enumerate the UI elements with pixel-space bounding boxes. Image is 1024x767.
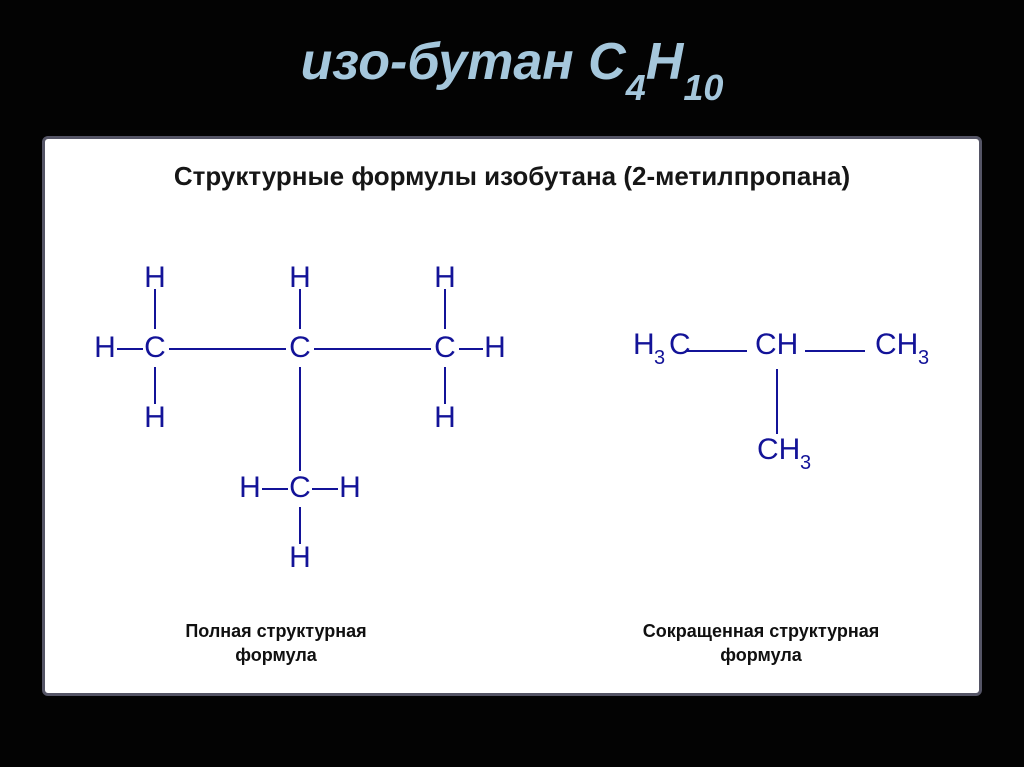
svg-text:H: H xyxy=(289,261,311,294)
svg-text:C: C xyxy=(434,331,456,364)
svg-text:H: H xyxy=(434,401,456,434)
svg-text:H: H xyxy=(94,331,116,364)
content-panel: Структурные формулы изобутана (2-метилпр… xyxy=(42,136,982,696)
caption-full-structure: Полная структурная формула xyxy=(131,619,421,668)
svg-text:C: C xyxy=(669,328,691,361)
svg-text:H: H xyxy=(239,471,261,504)
caption-full-line1: Полная структурная xyxy=(185,621,366,641)
title-sub-b: 10 xyxy=(683,67,723,108)
structural-formulas-svg: HCHHHCHCHHHCHHH3CCHCH3CH3 xyxy=(65,209,965,609)
svg-text:CH: CH xyxy=(757,433,800,466)
svg-text:H: H xyxy=(633,328,655,361)
caption-right-line2: формула xyxy=(720,645,802,665)
svg-text:C: C xyxy=(289,331,311,364)
panel-heading: Структурные формулы изобутана (2-метилпр… xyxy=(45,161,979,192)
svg-text:3: 3 xyxy=(654,347,665,369)
svg-text:H: H xyxy=(144,401,166,434)
svg-text:H: H xyxy=(289,541,311,574)
svg-text:3: 3 xyxy=(800,452,811,474)
svg-text:H: H xyxy=(484,331,506,364)
caption-right-line1: Сокращенная структурная xyxy=(643,621,880,641)
svg-text:H: H xyxy=(144,261,166,294)
svg-text:H: H xyxy=(339,471,361,504)
svg-text:C: C xyxy=(144,331,166,364)
caption-full-line2: формула xyxy=(235,645,317,665)
svg-text:C: C xyxy=(289,471,311,504)
title-mid: H xyxy=(646,33,684,91)
svg-text:H: H xyxy=(434,261,456,294)
title-prefix: изо-бутан C xyxy=(301,33,626,91)
svg-text:CH: CH xyxy=(755,328,798,361)
svg-text:CH: CH xyxy=(875,328,918,361)
slide: изо-бутан C4H10 Структурные формулы изоб… xyxy=(0,0,1024,767)
slide-title: изо-бутан C4H10 xyxy=(0,32,1024,99)
title-sub-a: 4 xyxy=(626,67,646,108)
caption-condensed-structure: Сокращенная структурная формула xyxy=(601,619,921,668)
svg-text:3: 3 xyxy=(918,347,929,369)
